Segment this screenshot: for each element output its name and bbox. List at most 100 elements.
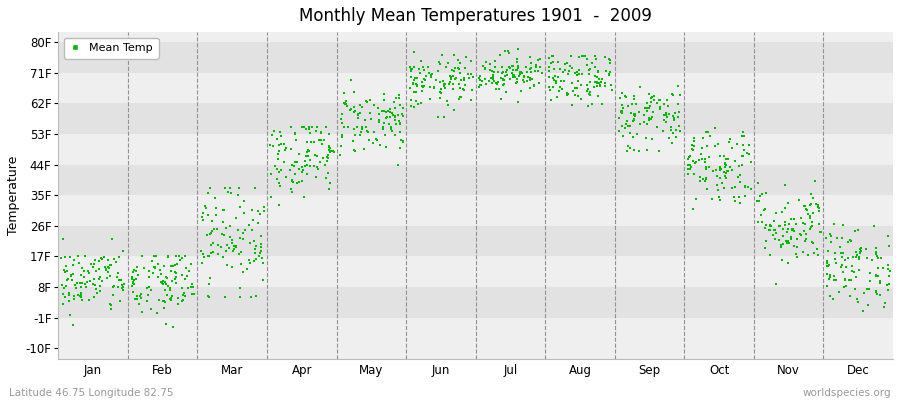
Point (532, 80, 546, 87)
Point (103, 264, 117, 271)
Point (453, 85, 467, 91)
Point (201, 232, 215, 238)
Point (472, 75, 486, 82)
Point (99, 266, 113, 272)
Point (713, 175, 727, 181)
Point (294, 164, 309, 170)
Point (820, 258, 834, 264)
Point (164, 297, 178, 303)
Point (63, 254, 77, 260)
Point (827, 273, 842, 280)
Point (168, 269, 183, 276)
Point (144, 306, 158, 312)
Bar (58, 226, 893, 256)
Point (204, 230, 219, 236)
Point (605, 86, 619, 93)
Point (627, 147, 642, 154)
Point (780, 238, 795, 245)
Point (621, 122, 635, 129)
Point (243, 260, 257, 266)
Point (613, 94, 627, 101)
Point (718, 160, 733, 166)
Point (292, 166, 306, 172)
Point (274, 167, 288, 173)
Point (508, 67, 523, 73)
Point (438, 81, 453, 87)
Point (248, 245, 263, 252)
Point (571, 84, 585, 91)
Point (104, 302, 118, 308)
Point (184, 284, 198, 290)
Point (284, 146, 298, 152)
Point (379, 109, 393, 116)
Point (175, 285, 189, 291)
Point (310, 124, 325, 130)
Point (788, 251, 803, 257)
Point (237, 210, 251, 216)
Point (667, 117, 681, 124)
Point (683, 166, 698, 172)
Point (670, 101, 685, 107)
Point (692, 174, 706, 180)
Point (509, 56, 524, 63)
Point (671, 123, 686, 130)
Point (393, 129, 408, 136)
Point (185, 291, 200, 297)
Point (346, 138, 361, 144)
Y-axis label: Temperature: Temperature (7, 156, 20, 235)
Point (851, 299, 866, 305)
Point (94, 256, 109, 262)
Point (531, 57, 545, 64)
Point (315, 141, 329, 148)
Point (811, 202, 825, 209)
Point (302, 148, 316, 155)
Point (163, 285, 177, 291)
Point (698, 178, 712, 184)
Point (247, 238, 261, 244)
Point (423, 96, 437, 102)
Point (195, 214, 210, 221)
Point (322, 147, 337, 153)
Point (614, 109, 628, 115)
Point (644, 99, 658, 105)
Point (764, 222, 778, 229)
Point (758, 225, 772, 232)
Point (404, 102, 419, 109)
Point (644, 116, 658, 122)
Point (209, 205, 223, 212)
Point (76, 268, 91, 274)
Point (781, 226, 796, 232)
Point (284, 189, 299, 195)
Point (277, 141, 292, 147)
Point (74, 294, 88, 300)
Point (339, 98, 354, 104)
Point (860, 286, 874, 292)
Point (58, 293, 72, 300)
Point (161, 283, 176, 290)
Point (300, 171, 314, 178)
Point (219, 248, 233, 254)
Point (359, 124, 374, 130)
Point (151, 261, 166, 267)
Point (320, 155, 335, 162)
Point (249, 256, 264, 262)
Point (714, 166, 728, 172)
Point (168, 274, 183, 281)
Point (194, 247, 209, 254)
Point (627, 96, 642, 103)
Point (322, 186, 337, 192)
Point (477, 76, 491, 83)
Point (457, 77, 472, 83)
Point (754, 219, 769, 225)
Point (148, 253, 162, 260)
Point (160, 292, 175, 299)
Point (254, 233, 268, 239)
Point (76, 274, 91, 280)
Point (90, 290, 104, 297)
Point (645, 136, 660, 143)
Point (364, 116, 378, 122)
Point (158, 274, 173, 280)
Point (719, 168, 733, 175)
Point (272, 148, 286, 154)
Point (370, 105, 384, 112)
